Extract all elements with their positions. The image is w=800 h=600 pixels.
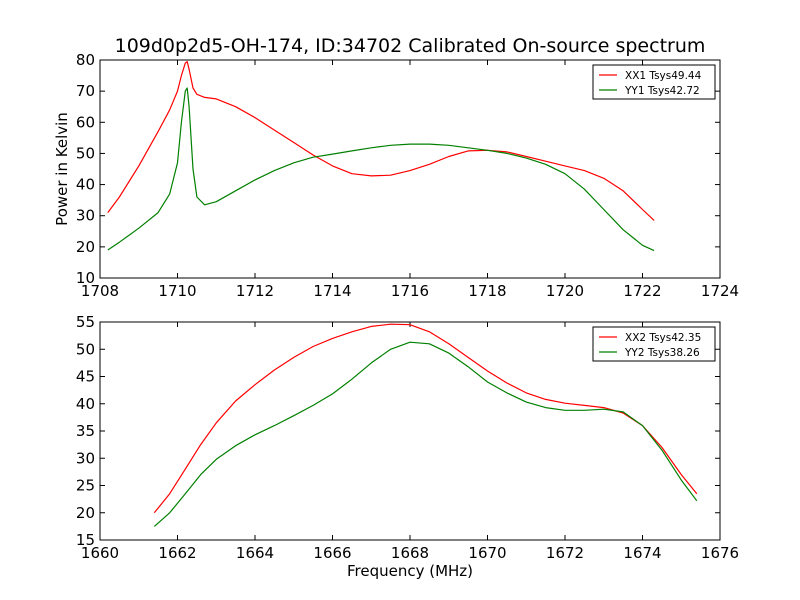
x-tick-label: 1670 xyxy=(468,544,506,562)
x-tick-label: 1668 xyxy=(391,544,429,562)
x-tick-label: 1714 xyxy=(313,282,351,300)
legend-entry: XX2 Tsys42.35 xyxy=(625,332,701,344)
y-tick-label: 80 xyxy=(76,51,95,69)
series-line-yy2 xyxy=(153,341,698,527)
x-tick-label: 1666 xyxy=(313,544,351,562)
x-tick-label: 1674 xyxy=(623,544,661,562)
figure-title: 109d0p2d5-OH-174, ID:34702 Calibrated On… xyxy=(115,35,706,57)
x-tick-label: 1716 xyxy=(391,282,429,300)
y-axis-label: Power in Kelvin xyxy=(53,112,71,226)
y-tick-label: 20 xyxy=(76,238,95,256)
panel-bottom-xx2-yy2: 1660 1662 1664 1666 1668 1670 1672 1674 1676 15 20… xyxy=(76,313,739,580)
legend-entry: YY2 Tsys38.26 xyxy=(624,347,700,359)
x-tick-label: 1722 xyxy=(623,282,661,300)
y-tick-label: 55 xyxy=(76,313,95,331)
y-tick-label: 45 xyxy=(76,368,95,386)
x-tick-label: 1660 xyxy=(81,544,119,562)
y-tick-label: 25 xyxy=(76,477,95,495)
y-tick-label: 15 xyxy=(76,531,95,549)
panel-top-xx1-yy1: 1708 1710 1712 1714 1716 1718 1720 1722 1724 10 20… xyxy=(53,51,739,300)
series-line-yy1 xyxy=(107,87,655,252)
legend-box xyxy=(592,64,716,100)
x-tick-label: 1710 xyxy=(158,282,196,300)
y-tick-label: 30 xyxy=(76,449,95,467)
x-tick-label: 1724 xyxy=(701,282,739,300)
y-tick-label: 40 xyxy=(76,176,95,194)
legend-box xyxy=(592,326,716,362)
x-tick-label: 1662 xyxy=(158,544,196,562)
legend-entry: XX1 Tsys49.44 xyxy=(625,70,702,82)
x-tick-label: 1712 xyxy=(236,282,274,300)
y-tick-label: 30 xyxy=(76,207,95,225)
x-axis-label: Frequency (MHz) xyxy=(347,562,473,580)
x-tick-label: 1672 xyxy=(546,544,584,562)
x-tick-label: 1664 xyxy=(236,544,274,562)
x-tick-label: 1708 xyxy=(81,282,119,300)
y-tick-label: 20 xyxy=(76,504,95,522)
x-tick-label: 1718 xyxy=(468,282,506,300)
x-tick-label: 1720 xyxy=(546,282,584,300)
series-line-xx2 xyxy=(153,323,698,514)
y-tick-label: 10 xyxy=(76,269,95,287)
y-tick-label: 50 xyxy=(76,340,95,358)
y-tick-label: 50 xyxy=(76,144,95,162)
y-tick-label: 60 xyxy=(76,113,95,131)
y-tick-label: 40 xyxy=(76,395,95,413)
y-tick-label: 70 xyxy=(76,82,95,100)
x-tick-label: 1676 xyxy=(701,544,739,562)
series-line-xx1 xyxy=(107,60,655,221)
y-tick-label: 35 xyxy=(76,422,95,440)
legend-entry: YY1 Tsys42.72 xyxy=(624,85,700,97)
